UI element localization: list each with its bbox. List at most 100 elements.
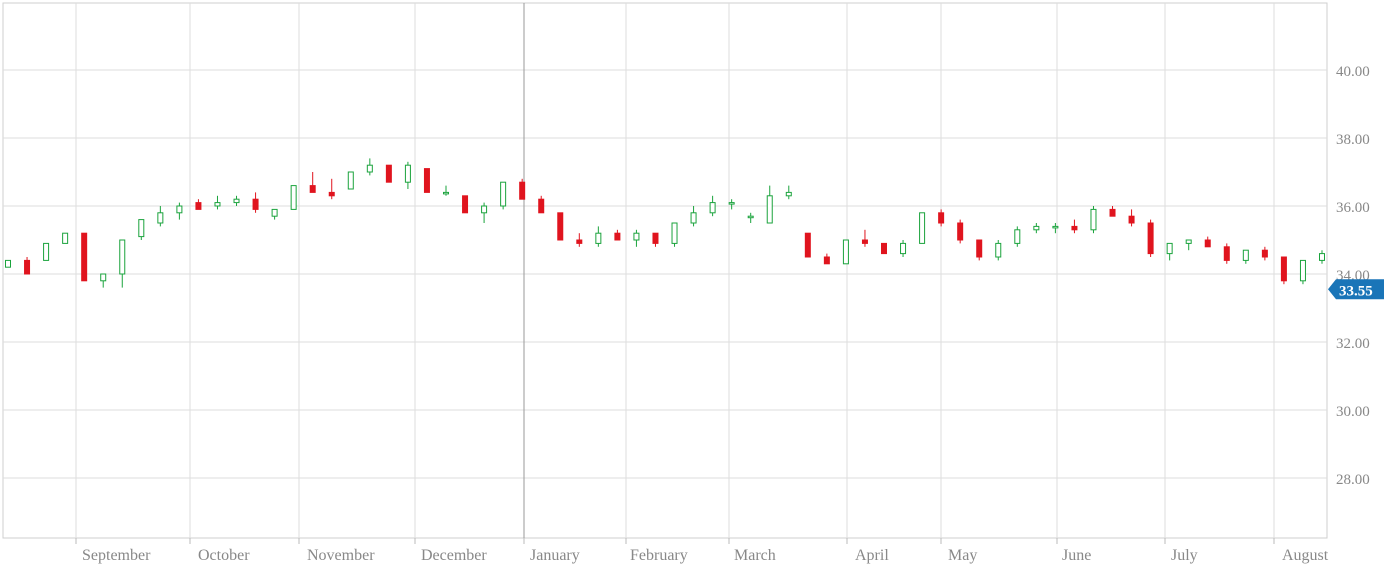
candle xyxy=(347,171,354,190)
candle-body xyxy=(462,195,469,214)
candle xyxy=(62,232,69,244)
y-tick-label: 28.00 xyxy=(1336,472,1370,488)
candle-body xyxy=(1242,249,1249,261)
candle xyxy=(747,212,754,223)
candle-body xyxy=(709,202,716,214)
candle-body xyxy=(595,232,602,244)
candle-body xyxy=(1204,239,1211,248)
candle-body xyxy=(290,185,297,210)
candle-body xyxy=(214,202,221,207)
candle-body xyxy=(557,212,564,241)
candle xyxy=(404,161,411,189)
candle xyxy=(1242,249,1249,264)
candle-body xyxy=(995,242,1002,258)
candle-body xyxy=(138,219,145,238)
candle-body xyxy=(309,185,316,193)
candle xyxy=(938,209,945,227)
candle-body xyxy=(81,232,88,282)
candle xyxy=(1090,206,1097,234)
candle xyxy=(1033,223,1040,234)
y-tick-label: 30.00 xyxy=(1336,404,1370,420)
x-tick-label: May xyxy=(948,547,977,564)
candle-body xyxy=(252,198,259,210)
candle-body xyxy=(423,168,430,193)
candle-body xyxy=(1166,242,1173,255)
candle-body xyxy=(747,215,754,219)
candle xyxy=(1223,243,1230,264)
candle xyxy=(5,259,11,268)
candle-body xyxy=(652,232,659,244)
candle xyxy=(709,195,716,217)
candle xyxy=(500,181,507,210)
candle-body xyxy=(233,198,240,204)
candle xyxy=(957,219,964,244)
x-tick-label: July xyxy=(1171,547,1198,564)
candle xyxy=(804,232,811,258)
candle-body xyxy=(347,171,354,190)
candle xyxy=(766,185,773,224)
candle xyxy=(652,232,659,247)
x-tick-label: December xyxy=(421,547,487,564)
candle xyxy=(1319,250,1325,264)
candle xyxy=(1299,259,1306,285)
candle-body xyxy=(385,164,392,183)
candle-body xyxy=(976,239,983,258)
candle xyxy=(576,233,583,247)
candle-body xyxy=(500,181,507,207)
candle-body xyxy=(100,273,107,282)
candle-body xyxy=(881,242,887,255)
candle xyxy=(271,208,278,220)
candle-body xyxy=(1014,229,1021,244)
candle xyxy=(690,206,697,227)
candle xyxy=(595,226,602,247)
candle-body xyxy=(271,208,278,217)
axis-layer: 28.0030.0032.0034.0036.0038.0040.00Septe… xyxy=(82,64,1384,564)
candle xyxy=(1014,226,1021,247)
candle xyxy=(1204,236,1211,248)
candle xyxy=(671,222,678,247)
candle xyxy=(43,242,50,261)
candle xyxy=(423,168,430,193)
candle-body xyxy=(538,198,545,214)
candle-body xyxy=(119,239,126,275)
candle xyxy=(823,253,830,265)
candle xyxy=(24,257,31,275)
candle-body xyxy=(1052,225,1059,229)
candle-layer xyxy=(5,158,1325,288)
candle-body xyxy=(690,212,697,224)
candle xyxy=(443,185,449,196)
candle xyxy=(519,178,526,200)
candle xyxy=(233,195,240,206)
price-tag-label: 33.55 xyxy=(1339,283,1373,299)
candle-body xyxy=(1223,246,1230,261)
candle-body xyxy=(62,232,69,244)
candle xyxy=(842,239,849,265)
candle-body xyxy=(1128,215,1135,224)
candle-body xyxy=(614,232,621,241)
candle xyxy=(538,195,545,214)
candle xyxy=(1261,246,1268,261)
candle-body xyxy=(957,222,964,241)
candle-body xyxy=(576,239,583,244)
candle-body xyxy=(1185,239,1192,244)
x-tick-label: March xyxy=(734,547,776,564)
candle-body xyxy=(938,212,945,224)
x-tick-label: June xyxy=(1062,547,1091,564)
candle xyxy=(728,199,735,210)
candle xyxy=(1185,239,1192,251)
candle-body xyxy=(443,191,449,195)
candle-body xyxy=(1299,259,1306,282)
candle-body xyxy=(157,212,164,224)
x-tick-label: April xyxy=(855,547,889,564)
candle-body xyxy=(633,232,640,241)
candle xyxy=(176,202,183,220)
candle xyxy=(290,185,297,210)
candle-body xyxy=(176,205,183,214)
candle-body xyxy=(728,202,735,205)
candle xyxy=(100,273,107,288)
candle xyxy=(119,239,126,288)
y-tick-label: 32.00 xyxy=(1336,336,1370,352)
candle xyxy=(1166,242,1173,261)
x-tick-label: August xyxy=(1282,547,1329,564)
candle-body xyxy=(5,259,11,268)
